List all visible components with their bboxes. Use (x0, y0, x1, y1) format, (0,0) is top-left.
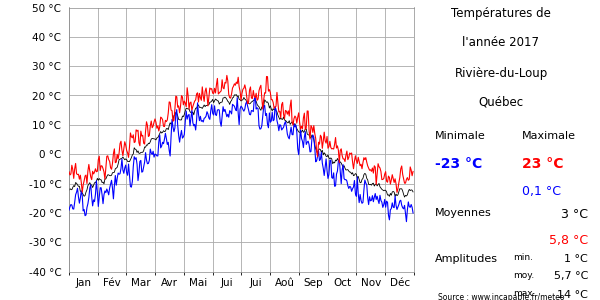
Text: Moyennes: Moyennes (435, 208, 492, 218)
Text: Amplitudes: Amplitudes (435, 254, 498, 263)
Text: 0,1 °C: 0,1 °C (522, 184, 561, 197)
Text: Source : www.incapable.fr/meteo: Source : www.incapable.fr/meteo (438, 292, 564, 300)
Text: Maximale: Maximale (522, 130, 576, 140)
Text: max.: max. (513, 290, 536, 298)
Text: Rivière-du-Loup: Rivière-du-Loup (454, 68, 548, 80)
Text: 1 °C: 1 °C (564, 254, 588, 263)
Text: l'année 2017: l'année 2017 (463, 36, 539, 49)
Text: Températures de: Températures de (451, 8, 551, 20)
Text: 23 °C: 23 °C (522, 158, 563, 172)
Text: 14 °C: 14 °C (557, 290, 588, 299)
Text: 5,8 °C: 5,8 °C (549, 234, 588, 247)
Text: min.: min. (513, 254, 533, 262)
Text: moy.: moy. (513, 272, 534, 280)
Text: Québec: Québec (478, 96, 524, 109)
Text: Minimale: Minimale (435, 130, 486, 140)
Text: -23 °C: -23 °C (435, 158, 482, 172)
Text: 3 °C: 3 °C (561, 208, 588, 221)
Text: 5,7 °C: 5,7 °C (554, 272, 588, 281)
